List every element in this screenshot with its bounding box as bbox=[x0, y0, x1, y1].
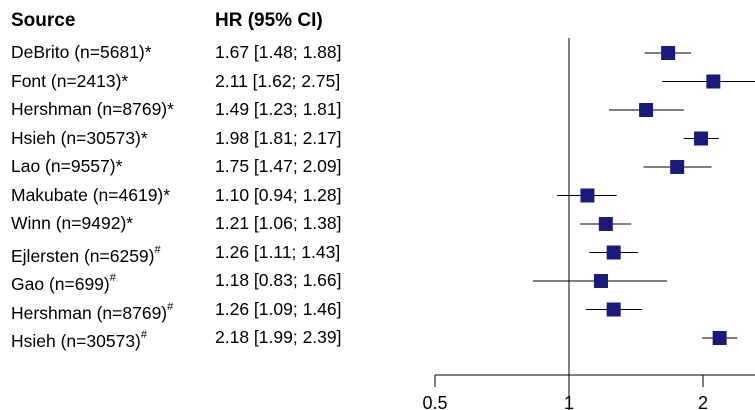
study-hr-ci-label: 1.18 [0.83; 1.66] bbox=[215, 270, 342, 290]
x-axis-tick-label: 0.5 bbox=[422, 393, 447, 410]
hr-point-marker bbox=[598, 217, 613, 231]
study-footnote-mark: # bbox=[154, 243, 161, 256]
study-source-label: Winn (n=9492)* bbox=[11, 212, 133, 234]
study-source-text: Font (n=2413) bbox=[11, 70, 122, 91]
study-footnote-mark: # bbox=[167, 300, 174, 313]
study-hr-ci-label: 1.75 [1.47; 2.09] bbox=[215, 156, 342, 176]
hr-point-marker bbox=[606, 245, 621, 260]
study-hr-ci-label: 1.21 [1.06; 1.38] bbox=[215, 213, 342, 233]
study-source-label: Hsieh (n=30573)# bbox=[11, 326, 147, 352]
hr-point-marker bbox=[694, 131, 709, 146]
study-hr-ci-label: 1.98 [1.81; 2.17] bbox=[215, 127, 342, 148]
study-footnote-mark: * bbox=[140, 127, 148, 148]
study-source-text: Hershman (n=8769) bbox=[11, 99, 168, 119]
study-hr-ci-label: 1.67 [1.48; 1.88] bbox=[215, 42, 342, 62]
study-source-label: Ejlersten (n=6259)# bbox=[11, 241, 161, 267]
study-source-label: Gao (n=699)# bbox=[11, 269, 116, 295]
study-footnote-mark: # bbox=[109, 272, 116, 284]
hr-point-marker bbox=[639, 103, 654, 117]
study-hr-ci-label: 1.49 [1.23; 1.81] bbox=[215, 99, 342, 119]
study-source-label: Font (n=2413)* bbox=[11, 70, 128, 92]
hr-point-marker bbox=[670, 160, 685, 174]
study-footnote-mark: * bbox=[126, 213, 134, 233]
study-source-text: Hsieh (n=30573) bbox=[11, 127, 141, 148]
study-source-text: DeBrito (n=5681) bbox=[11, 42, 145, 62]
study-footnote-mark: * bbox=[163, 184, 171, 205]
hr-point-marker bbox=[580, 188, 595, 203]
study-footnote-mark: * bbox=[121, 70, 129, 91]
hr-point-marker bbox=[706, 74, 721, 89]
study-footnote-mark: * bbox=[167, 99, 174, 119]
study-hr-ci-label: 2.11 [1.62; 2.75] bbox=[215, 70, 341, 91]
study-footnote-mark: * bbox=[115, 156, 123, 176]
study-hr-ci-label: 2.18 [1.99; 2.39] bbox=[215, 327, 342, 347]
hr-point-marker bbox=[606, 302, 621, 317]
study-source-text: Makubate (n=4619) bbox=[11, 184, 164, 205]
hr-column-header: HR (95% CI) bbox=[215, 10, 323, 31]
x-axis-tick-label: 2 bbox=[698, 393, 708, 410]
study-source-text: Hsieh (n=30573) bbox=[11, 330, 141, 351]
study-footnote-mark: * bbox=[144, 42, 152, 62]
study-source-label: Lao (n=9557)* bbox=[11, 155, 122, 177]
x-axis-tick-label: 1 bbox=[564, 393, 574, 410]
study-source-text: Ejlersten (n=6259) bbox=[11, 245, 155, 266]
study-source-text: Gao (n=699) bbox=[11, 273, 110, 294]
study-source-label: Makubate (n=4619)* bbox=[11, 184, 170, 206]
study-footnote-mark: # bbox=[140, 329, 147, 341]
hr-point-marker bbox=[712, 331, 727, 345]
study-hr-ci-label: 1.26 [1.09; 1.46] bbox=[215, 298, 342, 319]
study-hr-ci-label: 1.26 [1.11; 1.43] bbox=[215, 241, 341, 262]
source-column-header: Source bbox=[11, 10, 76, 31]
study-hr-ci-label: 1.10 [0.94; 1.28] bbox=[215, 184, 342, 205]
study-source-label: Hershman (n=8769)# bbox=[11, 298, 173, 324]
study-source-text: Winn (n=9492) bbox=[11, 213, 127, 233]
study-source-label: Hershman (n=8769)* bbox=[11, 98, 174, 120]
study-source-label: DeBrito (n=5681)* bbox=[11, 41, 152, 63]
study-source-text: Lao (n=9557) bbox=[11, 156, 116, 176]
study-source-label: Hsieh (n=30573)* bbox=[11, 127, 148, 149]
study-source-text: Hershman (n=8769) bbox=[11, 302, 168, 323]
hr-point-marker bbox=[661, 46, 676, 60]
hr-point-marker bbox=[593, 274, 608, 288]
